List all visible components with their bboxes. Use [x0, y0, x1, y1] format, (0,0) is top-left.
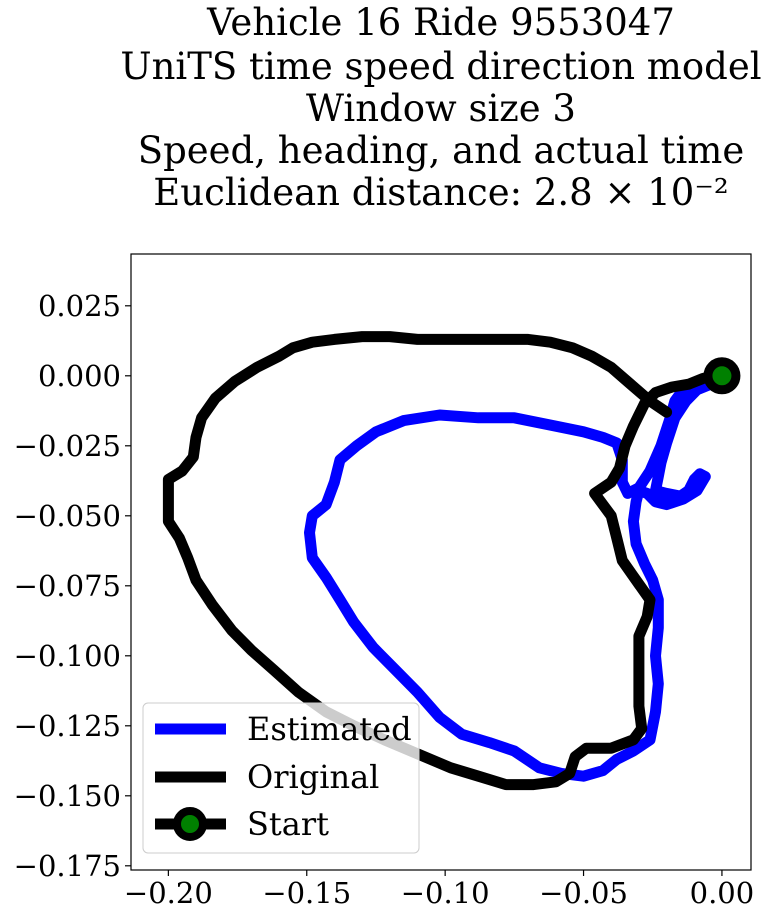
x-tick-label: 0.00: [690, 876, 755, 910]
axis-ticks: −0.20 −0.15 −0.10 −0.05 0.00 0.025 0.000 −0.025…: [14, 289, 755, 910]
title-line-5: Euclidean distance: 2.8 × 10⁻²: [153, 171, 728, 214]
start-marker-group: [703, 357, 741, 395]
x-tick-label: −0.15: [262, 876, 351, 910]
title-line-2: UniTS time speed direction model: [120, 45, 761, 88]
title-line-3: Window size 3: [306, 87, 576, 130]
y-tick-label: −0.100: [14, 639, 121, 673]
x-tick-label: −0.05: [539, 876, 628, 910]
y-tick-label: −0.175: [14, 849, 121, 883]
legend: Estimated Original Start: [142, 702, 420, 854]
y-tick-label: −0.150: [14, 779, 121, 813]
legend-label-estimated: Estimated: [247, 710, 412, 748]
x-tick-label: −0.20: [124, 876, 213, 910]
plot-axes: [130, 253, 752, 871]
y-tick-label: −0.075: [14, 569, 121, 603]
y-tick-label: −0.025: [14, 429, 121, 463]
title-line-4: Speed, heading, and actual time: [138, 129, 745, 172]
start-point-marker: [703, 357, 741, 395]
legend-swatch-start-marker: [173, 807, 207, 841]
series-line-estimated: [304, 370, 728, 782]
y-tick-label: 0.000: [38, 359, 121, 393]
plot-frame: [130, 253, 752, 871]
x-tick-label: −0.10: [401, 876, 490, 910]
legend-label-start: Start: [247, 805, 329, 843]
y-tick-label: −0.050: [14, 499, 121, 533]
chart-title: Vehicle 16 Ride 9553047 UniTS time speed…: [120, 1, 761, 214]
legend-box: [142, 702, 420, 854]
y-tick-label: −0.125: [14, 709, 121, 743]
y-tick-label: 0.025: [38, 289, 121, 323]
legend-label-original: Original: [247, 758, 379, 796]
title-line-1: Vehicle 16 Ride 9553047: [206, 1, 675, 44]
